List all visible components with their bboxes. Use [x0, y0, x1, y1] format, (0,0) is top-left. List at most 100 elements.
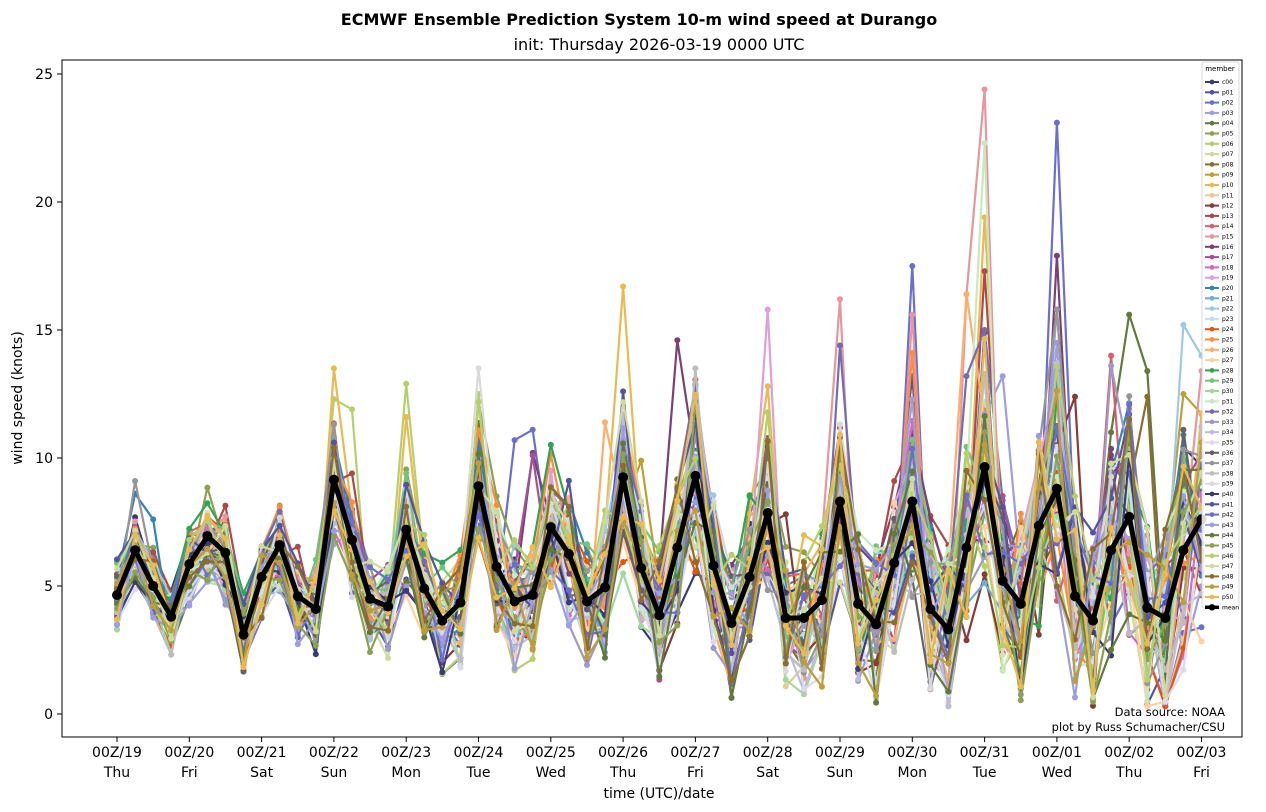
legend-label: p13	[1222, 213, 1234, 220]
data-point-p03	[999, 373, 1006, 380]
legend-swatch-marker	[1209, 450, 1215, 456]
legend-swatch-marker	[1209, 100, 1215, 105]
data-point-p44	[421, 634, 428, 641]
data-point-p50	[855, 640, 862, 647]
data-point-p11	[782, 683, 789, 690]
data-point-p50	[403, 553, 410, 560]
data-point-p44	[800, 584, 807, 591]
data-point-p49	[800, 659, 807, 665]
data-point-p37	[764, 587, 771, 594]
data-point-p10	[764, 383, 771, 390]
data-point-p44	[656, 673, 663, 680]
legend-swatch-marker	[1209, 265, 1215, 270]
data-point-p50	[1126, 581, 1133, 588]
data-point-p34	[511, 644, 518, 651]
data-point-p13	[349, 470, 355, 477]
legend-entry-p33: p33	[1205, 419, 1234, 426]
data-point-p50	[204, 513, 211, 520]
data-point-p48	[656, 557, 663, 564]
data-point-p42	[800, 592, 807, 599]
legend-label: p30	[1222, 388, 1234, 395]
y-tick-label: 5	[44, 579, 53, 595]
data-point-p33	[710, 645, 717, 652]
legend-label: p40	[1222, 491, 1234, 498]
data-point-p48	[439, 585, 446, 592]
legend-label: mean	[1222, 604, 1239, 611]
data-point-p42	[367, 564, 373, 571]
legend-items: c00 p01 p02 p03 p04 p05 p06 p07 p08 p09 p10 p11 p12 p…	[1205, 79, 1239, 611]
data-point-p49	[421, 627, 428, 634]
legend-entry-p25: p25	[1205, 337, 1234, 344]
x-tick-label-time: 00Z/25	[526, 745, 576, 761]
data-point-p50	[330, 508, 337, 515]
data-point-p43	[439, 636, 446, 642]
legend-label: p48	[1222, 573, 1234, 580]
data-point-mean	[419, 583, 430, 594]
data-point-p49	[728, 604, 735, 611]
legend-swatch-marker	[1209, 110, 1215, 116]
data-point-p20	[150, 516, 157, 523]
legend-swatch-marker	[1209, 306, 1215, 311]
data-point-p50	[746, 555, 753, 562]
data-point-p44	[1108, 646, 1115, 653]
data-point-p35	[457, 664, 464, 671]
legend-label: p45	[1222, 543, 1234, 550]
data-point-p50	[837, 431, 843, 438]
data-point-mean	[871, 619, 882, 630]
data-point-p41	[728, 650, 735, 657]
data-point-p34	[855, 676, 862, 683]
legend-entry-p42: p42	[1205, 512, 1234, 519]
data-point-mean	[401, 524, 412, 535]
data-point-p49	[529, 646, 536, 653]
data-point-p50	[1180, 463, 1187, 470]
data-point-p49	[981, 441, 988, 448]
x-tick-label-time: 00Z/01	[1032, 745, 1082, 761]
x-tick-label-day: Tue	[466, 765, 491, 781]
legend-label: p41	[1222, 501, 1234, 508]
data-point-p46	[1053, 363, 1060, 370]
legend-swatch-marker	[1209, 357, 1215, 363]
legend-entry-p29: p29	[1205, 378, 1234, 385]
data-point-p45	[132, 569, 139, 576]
data-point-p49	[818, 683, 825, 690]
data-point-p44	[891, 531, 898, 537]
data-point-p41	[330, 439, 337, 446]
data-point-mean	[238, 629, 249, 640]
x-tick-label-day: Tue	[972, 765, 997, 781]
data-point-p27	[1144, 703, 1151, 710]
data-point-p04	[1126, 311, 1133, 318]
data-point-p40	[403, 587, 410, 594]
data-point-p39	[349, 594, 355, 601]
data-point-p35	[511, 638, 518, 645]
legend-entry-p46: p46	[1205, 553, 1234, 560]
data-point-mean	[654, 610, 665, 621]
data-point-p16	[1108, 445, 1115, 452]
legend-label: p18	[1222, 264, 1234, 271]
data-point-p44	[602, 654, 608, 661]
x-tick-label-day: Fri	[181, 765, 198, 781]
data-point-p29	[403, 470, 410, 477]
data-point-p48	[1090, 545, 1096, 552]
data-point-mean	[907, 496, 918, 507]
data-point-p06	[981, 563, 988, 570]
data-point-p45	[204, 577, 211, 583]
data-point-p38	[168, 651, 175, 658]
legend-label: p49	[1222, 584, 1234, 591]
data-point-mean	[220, 547, 231, 558]
data-point-mean	[1124, 511, 1135, 522]
data-point-p50	[927, 658, 934, 665]
data-point-p48	[1144, 646, 1151, 653]
data-point-p50	[1017, 683, 1024, 690]
data-point-p41	[620, 388, 627, 395]
data-point-p42	[1108, 580, 1115, 587]
data-point-p50	[692, 391, 699, 398]
legend-label: p38	[1222, 470, 1234, 477]
data-point-mean	[943, 624, 954, 635]
data-point-p49	[746, 627, 753, 634]
legend-swatch-marker	[1209, 491, 1215, 497]
legend-entry-p38: p38	[1205, 470, 1234, 477]
data-point-p33	[403, 583, 410, 590]
data-point-p12	[1072, 393, 1078, 400]
data-point-p35	[1180, 666, 1187, 673]
legend-entry-p50: p50	[1205, 594, 1234, 601]
